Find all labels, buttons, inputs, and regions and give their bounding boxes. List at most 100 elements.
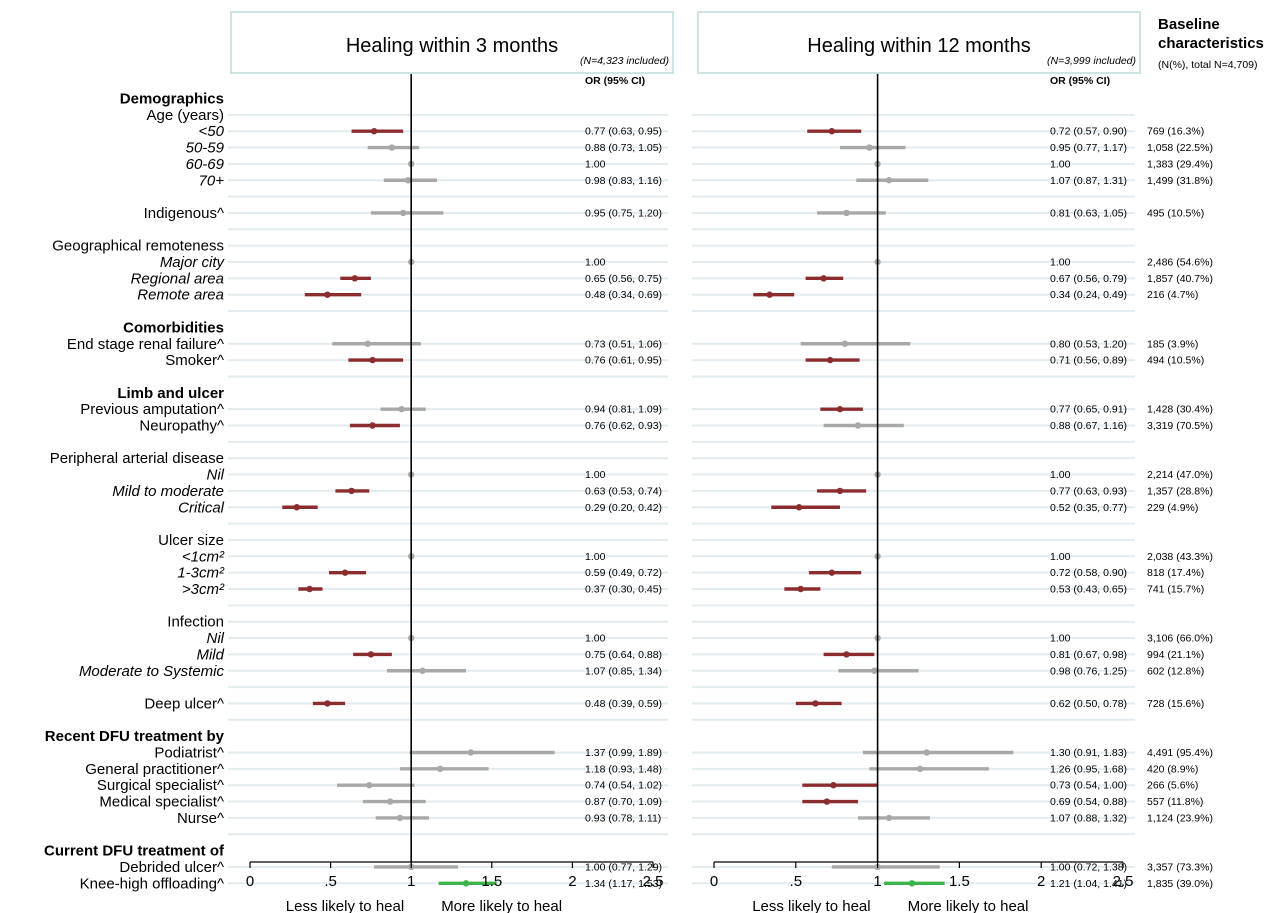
axis-label-right: More likely to heal	[908, 898, 1029, 913]
or-point	[797, 585, 804, 593]
or-ci-value: 0.37 (0.30, 0.45)	[585, 584, 662, 596]
or-ci-value: 0.76 (0.61, 0.95)	[585, 355, 662, 367]
row-label: Demographics	[120, 91, 224, 108]
or-ci-value: 0.34 (0.24, 0.49)	[1050, 289, 1127, 301]
or-ci-value: 0.88 (0.67, 1.16)	[1050, 420, 1127, 432]
or-point	[836, 405, 844, 413]
row-label: Debrided ulcer^	[119, 859, 224, 876]
x-tick-label: 2.5	[1113, 873, 1134, 890]
baseline-value: 2,038 (43.3%)	[1147, 551, 1213, 563]
baseline-value: 557 (11.8%)	[1147, 796, 1203, 808]
row-label: Deep ulcer^	[144, 695, 224, 712]
or-ci-value: 0.74 (0.54, 1.02)	[585, 780, 662, 792]
or-ci-value: 0.88 (0.73, 1.05)	[585, 142, 662, 154]
row-label: Nurse^	[177, 810, 224, 827]
baseline-title: characteristics	[1158, 35, 1264, 52]
or-ci-value: 0.69 (0.54, 0.88)	[1050, 796, 1127, 808]
or-ci-value: 0.77 (0.63, 0.93)	[1050, 485, 1127, 497]
baseline-value: 2,214 (47.0%)	[1147, 469, 1213, 481]
baseline-subtitle: (N(%), total N=4,709)	[1158, 59, 1258, 71]
or-ci-value: 0.95 (0.75, 1.20)	[585, 207, 662, 219]
baseline-value: 1,058 (22.5%)	[1147, 142, 1213, 154]
or-ci-value: 1.07 (0.87, 1.31)	[1050, 175, 1127, 187]
panel-header-box	[230, 11, 674, 74]
or-point	[387, 798, 394, 805]
row-label: Critical	[178, 499, 225, 516]
or-point	[826, 356, 834, 364]
or-point	[341, 569, 349, 576]
x-tick-label: 1.5	[481, 873, 502, 890]
baseline-value: 1,357 (28.8%)	[1147, 485, 1213, 497]
baseline-value: 4,491 (95.4%)	[1147, 747, 1213, 759]
or-ci-value: 0.71 (0.56, 0.89)	[1050, 355, 1127, 367]
or-point	[766, 291, 773, 298]
or-ci-value: 1.18 (0.93, 1.48)	[585, 763, 662, 775]
or-ci-value: 0.63 (0.53, 0.74)	[585, 485, 662, 497]
or-ci-value: 1.00	[585, 257, 606, 269]
or-point	[306, 585, 313, 593]
or-point	[462, 880, 470, 887]
baseline-value: 1,499 (31.8%)	[1147, 175, 1213, 187]
or-ci-value: 1.00	[1050, 551, 1071, 563]
row-label: 70+	[199, 172, 225, 189]
baseline-value: 741 (15.7%)	[1147, 584, 1204, 596]
or-point	[364, 340, 371, 347]
or-ci-value: 0.81 (0.67, 0.98)	[1050, 649, 1127, 661]
or-ci-value: 0.59 (0.49, 0.72)	[585, 567, 662, 579]
x-tick-label: 0	[710, 873, 718, 890]
or-ci-value: 1.07 (0.85, 1.34)	[585, 665, 662, 677]
row-label: Ulcer size	[158, 532, 224, 549]
row-label: Age (years)	[146, 107, 224, 124]
or-ci-value: 1.26 (0.95, 1.68)	[1050, 763, 1127, 775]
baseline-value: 1,383 (29.4%)	[1147, 158, 1213, 170]
row-label: Nil	[207, 630, 225, 647]
or-point	[843, 209, 850, 217]
or-point	[871, 667, 878, 674]
x-tick-label: 1	[407, 873, 415, 890]
baseline-value: 216 (4.7%)	[1147, 289, 1198, 301]
row-label: Regional area	[131, 270, 224, 287]
or-ci-value: 0.98 (0.76, 1.25)	[1050, 665, 1127, 677]
panel-title: Healing within 3 months	[346, 35, 558, 57]
x-tick-label: 2.5	[643, 873, 664, 890]
or-point	[823, 798, 831, 805]
or-point	[830, 782, 837, 789]
or-point	[843, 651, 850, 658]
or-point	[293, 504, 300, 511]
or-ci-value: 1.34 (1.17, 1.53)	[585, 878, 662, 890]
row-label: Major city	[160, 254, 226, 271]
row-label: Smoker^	[165, 352, 224, 369]
or-point	[828, 569, 835, 576]
or-ci-value: 0.52 (0.35, 0.77)	[1050, 502, 1127, 514]
or-ci-value: 0.94 (0.81, 1.09)	[585, 404, 662, 416]
panel-n-note: (N=4,323 included)	[580, 55, 669, 67]
or-ci-value: 0.48 (0.39, 0.59)	[585, 698, 662, 710]
row-label: Remote area	[137, 287, 224, 304]
or-ci-value: 1.30 (0.91, 1.83)	[1050, 747, 1127, 759]
baseline-value: 602 (12.8%)	[1147, 665, 1204, 677]
row-label: Podiatrist^	[154, 745, 224, 762]
or-point	[369, 356, 376, 364]
or-ci-value: 1.00	[1050, 158, 1071, 170]
or-ci-value: 1.00	[1050, 633, 1071, 645]
baseline-value: 229 (4.9%)	[1147, 502, 1198, 514]
or-ci-value: 1.00	[1050, 469, 1071, 481]
row-label: 1-3cm²	[177, 565, 225, 582]
or-point	[916, 765, 924, 773]
baseline-value: 818 (17.4%)	[1147, 567, 1204, 579]
or-ci-value: 0.72 (0.58, 0.90)	[1050, 567, 1127, 579]
row-label: <1cm²	[182, 548, 225, 565]
or-point	[923, 749, 930, 756]
or-point	[820, 275, 827, 282]
row-label: Moderate to Systemic	[79, 663, 225, 680]
panel-header-box	[697, 11, 1141, 74]
baseline-value: 769 (16.3%)	[1147, 126, 1204, 138]
x-tick-label: 2	[1037, 873, 1045, 890]
or-ci-value: 1.21 (1.04, 1.41)	[1050, 878, 1127, 890]
row-label: >3cm²	[182, 581, 225, 598]
or-point	[854, 422, 862, 429]
row-label: Comorbidities	[123, 319, 224, 336]
or-point	[437, 765, 444, 773]
row-label: End stage renal failure^	[67, 336, 224, 353]
